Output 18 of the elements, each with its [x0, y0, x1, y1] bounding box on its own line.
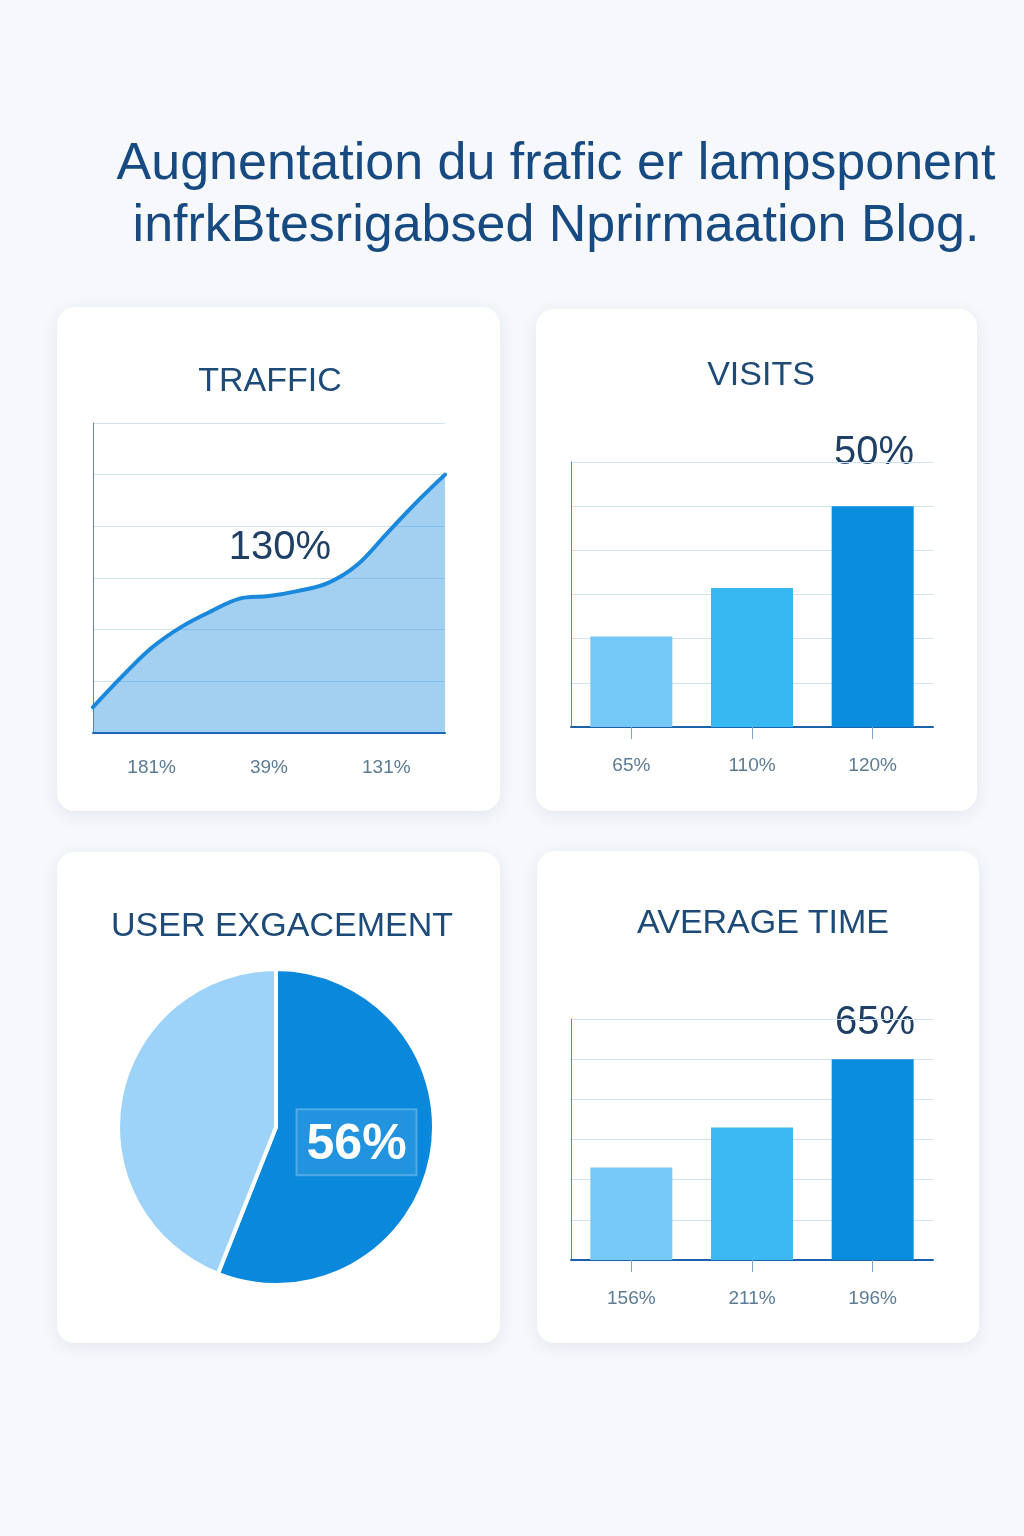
x-tick-label: 131%	[362, 756, 411, 777]
x-tick-label: 196%	[848, 1287, 898, 1308]
x-tick-label: 39%	[249, 756, 289, 777]
x-tick-label: 181%	[127, 756, 177, 777]
chart-title: VISITS	[707, 354, 815, 392]
chart-title: TRAFFIC	[198, 360, 342, 398]
x-tick-label: 211%	[728, 1287, 776, 1308]
chart-title: USER EXGACEMENT	[111, 905, 453, 943]
x-tick-label: 156%	[607, 1287, 656, 1308]
text: 50%	[833, 428, 915, 472]
annotation: 130%	[228, 523, 332, 567]
chart-title: AVERAGE TIME	[637, 902, 889, 940]
x-tick-label: 120%	[848, 754, 898, 775]
data-label: 56%	[306, 1114, 407, 1171]
text: 65%	[834, 998, 916, 1042]
text: Augnentation du frafic er lampsponent infrkBtesrigabsed Nprirmaation Blog.	[115, 131, 997, 254]
x-tick-label: 110%	[728, 754, 776, 775]
x-tick-label: 65%	[612, 754, 651, 775]
